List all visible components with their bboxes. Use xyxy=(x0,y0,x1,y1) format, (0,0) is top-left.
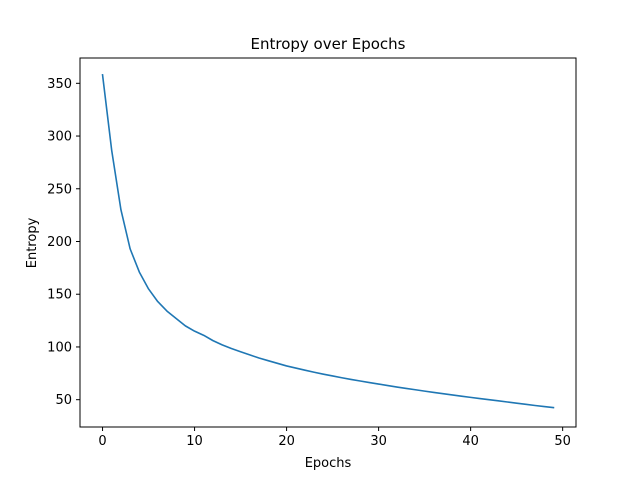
chart-title: Entropy over Epochs xyxy=(250,35,405,53)
y-axis-label: Entropy xyxy=(25,217,40,268)
x-tick-label: 0 xyxy=(98,434,106,449)
x-tick-label: 10 xyxy=(186,434,203,449)
y-tick-label: 300 xyxy=(47,130,72,145)
plot-area xyxy=(101,73,555,409)
entropy-series-line xyxy=(101,73,555,409)
x-tick-label: 20 xyxy=(278,434,295,449)
y-tick-label: 200 xyxy=(47,235,72,250)
x-tick-label: 30 xyxy=(370,434,387,449)
x-tick-label: 50 xyxy=(554,434,571,449)
y-tick-label: 150 xyxy=(47,288,72,303)
y-tick-label: 350 xyxy=(47,77,72,92)
y-tick-label: 250 xyxy=(47,182,72,197)
axes-frame xyxy=(79,57,577,428)
x-tick-label: 40 xyxy=(462,434,479,449)
x-axis-label: Epochs xyxy=(305,456,352,471)
ticks: 0 10 20 30 40 50 50 100 150 200 250 300 350 xyxy=(47,77,571,449)
y-tick-label: 100 xyxy=(47,340,72,355)
y-tick-label: 50 xyxy=(55,393,72,408)
